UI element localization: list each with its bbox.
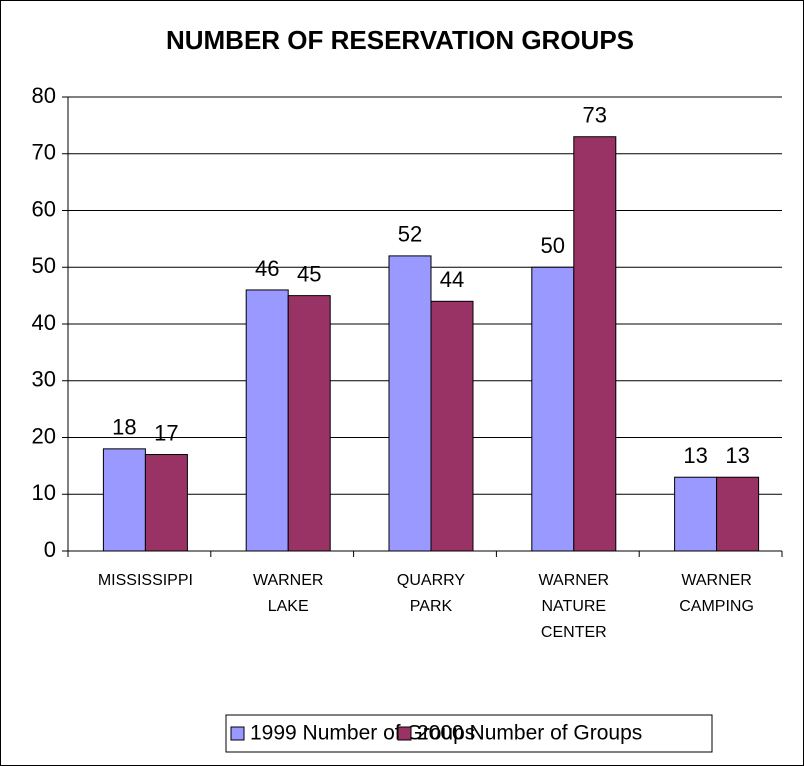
x-tick-label: WARNER: [681, 572, 752, 589]
legend: [225, 714, 713, 753]
bar: [674, 476, 718, 552]
bar: [430, 300, 474, 552]
x-tick-label: NATURE: [542, 598, 607, 615]
x-tick-label: WARNER: [539, 572, 610, 589]
bar: [144, 454, 188, 552]
data-label: 73: [583, 103, 607, 128]
bar: [245, 289, 289, 552]
bar: [716, 476, 760, 552]
y-tick-label: 70: [32, 140, 56, 165]
data-label: 17: [154, 420, 178, 445]
y-tick-label: 60: [32, 196, 56, 221]
bar: [388, 255, 432, 552]
y-tick-label: 0: [44, 537, 56, 562]
data-label: 18: [112, 415, 136, 440]
data-label: 50: [541, 233, 565, 258]
x-tick-label: MISSISSIPPI: [98, 572, 193, 589]
y-tick-label: 80: [32, 83, 56, 108]
y-tick-label: 30: [32, 367, 56, 392]
x-tick-label: CENTER: [541, 624, 607, 641]
legend-swatch: [230, 726, 245, 741]
legend-label: 1999 Number of Groups: [250, 722, 475, 745]
x-tick-label: CAMPING: [679, 598, 754, 615]
bar: [573, 136, 617, 552]
data-label: 44: [440, 267, 464, 292]
data-label: 13: [683, 443, 707, 468]
legend-label: 2000 Number of Groups: [417, 722, 642, 745]
bar: [287, 295, 331, 552]
data-label: 52: [398, 222, 422, 247]
data-label: 13: [725, 443, 749, 468]
bar: [531, 266, 575, 552]
y-tick-label: 10: [32, 480, 56, 505]
x-tick-label: LAKE: [268, 598, 309, 615]
y-tick-label: 20: [32, 423, 56, 448]
bar: [102, 448, 146, 552]
x-tick-label: QUARRY: [397, 572, 465, 589]
legend-swatch: [397, 726, 412, 741]
x-tick-label: WARNER: [253, 572, 324, 589]
x-tick-label: PARK: [410, 598, 453, 615]
y-tick-label: 40: [32, 310, 56, 335]
y-tick-label: 50: [32, 253, 56, 278]
data-label: 45: [297, 261, 321, 286]
chart-title: NUMBER OF RESERVATION GROUPS: [166, 25, 634, 55]
data-label: 46: [255, 256, 279, 281]
